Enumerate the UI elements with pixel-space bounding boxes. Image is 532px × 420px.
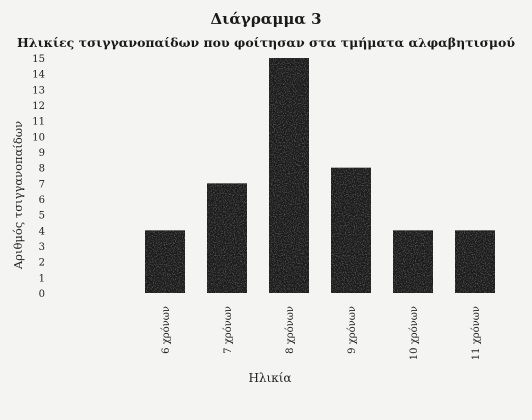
bar xyxy=(269,58,309,293)
chart-subtitle: Ηλικίες τσιγγανοπαίδων που φοίτησαν στα … xyxy=(17,35,515,50)
y-tick-label: 8 xyxy=(39,164,45,175)
y-tick-label: 4 xyxy=(39,226,45,237)
bar xyxy=(393,230,433,293)
y-tick-label: 9 xyxy=(39,148,45,159)
y-tick-label: 14 xyxy=(32,70,45,81)
x-tick-label: 10 χρόνων xyxy=(409,306,420,360)
y-tick-label: 6 xyxy=(39,195,45,206)
x-tick-label: 6 χρόνων xyxy=(161,306,172,354)
bars xyxy=(145,58,495,293)
x-tick-labels: 6 χρόνων 7 χρόνων 8 χρόνων 9 χρόνων 10 χρόνω… xyxy=(161,306,482,360)
x-axis-label: Ηλικία xyxy=(248,371,291,385)
x-tick-label: 9 χρόνων xyxy=(347,306,358,354)
bar xyxy=(455,230,495,293)
y-tick-label: 5 xyxy=(39,211,45,222)
bar xyxy=(207,183,247,293)
chart-title: Διάγραμμα 3 xyxy=(210,10,322,28)
y-tick-label: 2 xyxy=(39,258,45,269)
bar xyxy=(145,230,185,293)
y-tick-label: 13 xyxy=(32,85,45,96)
x-tick-label: 11 χρόνων xyxy=(471,306,482,360)
y-tick-label: 1 xyxy=(39,273,45,284)
y-tick-label: 12 xyxy=(32,101,45,112)
y-tick-label: 11 xyxy=(32,117,45,128)
y-tick-label: 0 xyxy=(39,289,45,300)
y-tick-label: 10 xyxy=(32,132,45,143)
bar xyxy=(331,167,371,293)
y-tick-label: 15 xyxy=(32,54,45,65)
x-tick-label: 8 χρόνων xyxy=(285,306,296,354)
x-tick-label: 7 χρόνων xyxy=(223,306,234,354)
y-axis-label: Αριθμός τσιγγανοπαίδων xyxy=(11,121,25,270)
y-tick-label: 7 xyxy=(39,179,45,190)
y-tick-label: 3 xyxy=(39,242,45,253)
